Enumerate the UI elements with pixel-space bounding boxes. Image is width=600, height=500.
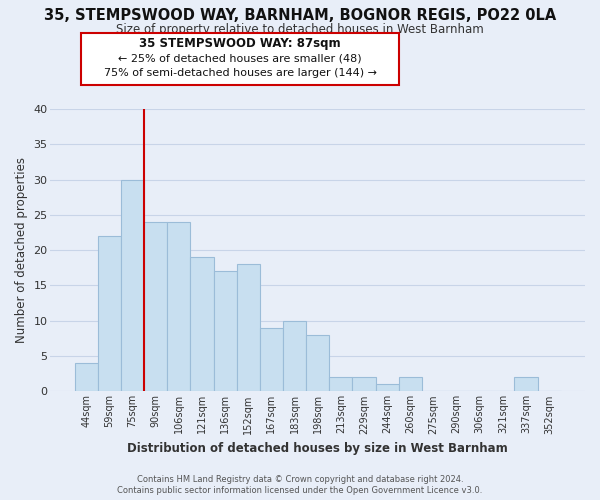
Bar	[260, 328, 283, 392]
X-axis label: Distribution of detached houses by size in West Barnham: Distribution of detached houses by size …	[127, 442, 508, 455]
Text: 75% of semi-detached houses are larger (144) →: 75% of semi-detached houses are larger (…	[104, 68, 377, 78]
Text: 35, STEMPSWOOD WAY, BARNHAM, BOGNOR REGIS, PO22 0LA: 35, STEMPSWOOD WAY, BARNHAM, BOGNOR REGI…	[44, 8, 556, 22]
Y-axis label: Number of detached properties: Number of detached properties	[15, 157, 28, 343]
Bar	[283, 321, 306, 392]
Bar	[514, 378, 538, 392]
Bar	[190, 258, 214, 392]
Text: Contains HM Land Registry data © Crown copyright and database right 2024.: Contains HM Land Registry data © Crown c…	[137, 475, 463, 484]
Bar	[98, 236, 121, 392]
Bar	[352, 378, 376, 392]
Bar	[214, 272, 237, 392]
Bar	[144, 222, 167, 392]
Bar	[121, 180, 144, 392]
Bar	[306, 335, 329, 392]
Bar	[399, 378, 422, 392]
Text: Size of property relative to detached houses in West Barnham: Size of property relative to detached ho…	[116, 22, 484, 36]
Bar	[167, 222, 190, 392]
Bar	[376, 384, 399, 392]
Bar	[237, 264, 260, 392]
Bar	[75, 363, 98, 392]
Text: ← 25% of detached houses are smaller (48): ← 25% of detached houses are smaller (48…	[118, 53, 362, 63]
Bar	[329, 378, 352, 392]
Text: 35 STEMPSWOOD WAY: 87sqm: 35 STEMPSWOOD WAY: 87sqm	[139, 36, 341, 50]
Text: Contains public sector information licensed under the Open Government Licence v3: Contains public sector information licen…	[118, 486, 482, 495]
